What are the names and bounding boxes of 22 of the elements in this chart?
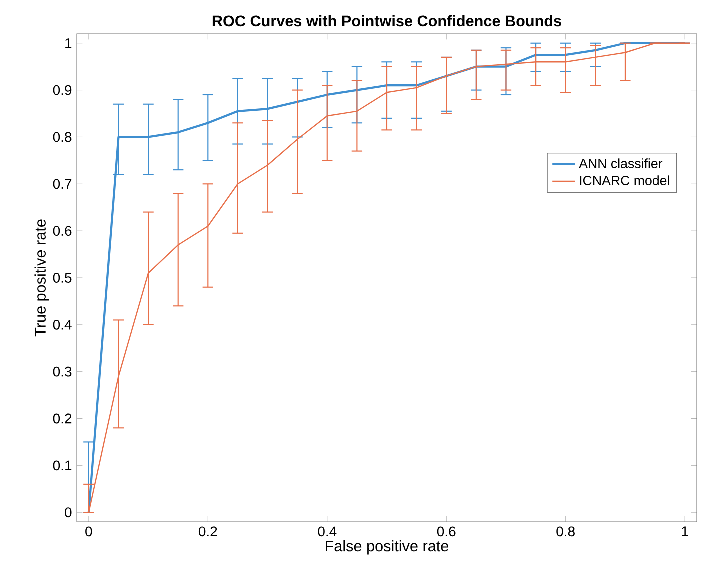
x-tick-label: 0.6	[437, 526, 456, 537]
x-tick-label: 0	[86, 526, 92, 537]
chart-title: ROC Curves with Pointwise Confidence Bounds	[212, 15, 562, 27]
x-tick-label: 0.2	[198, 526, 218, 537]
y-tick-label: 0.7	[53, 179, 72, 190]
y-axis-title: True positive rate	[34, 220, 50, 337]
y-tick-label: 0.9	[53, 85, 72, 96]
y-tick-label: 0.2	[53, 414, 72, 424]
y-tick-label: 0.8	[53, 132, 72, 142]
x-tick-label: 1	[682, 526, 688, 536]
y-tick-label: 0.5	[53, 273, 72, 283]
y-tick-label: 1	[66, 38, 72, 48]
x-tick-label: 0.8	[556, 526, 575, 537]
x-axis-title: False positive rate	[326, 540, 448, 555]
y-tick-label: 0.6	[53, 226, 72, 236]
y-tick-label: 0	[65, 508, 72, 518]
x-tick-label: 0.4	[318, 526, 337, 537]
y-tick-label: 0.1	[53, 460, 72, 471]
y-tick-label: 0.3	[53, 366, 72, 377]
legend-label: ICNARC model	[580, 176, 670, 186]
legend-label: ANN classifier	[579, 158, 663, 168]
y-tick-label: 0.4	[53, 320, 72, 330]
